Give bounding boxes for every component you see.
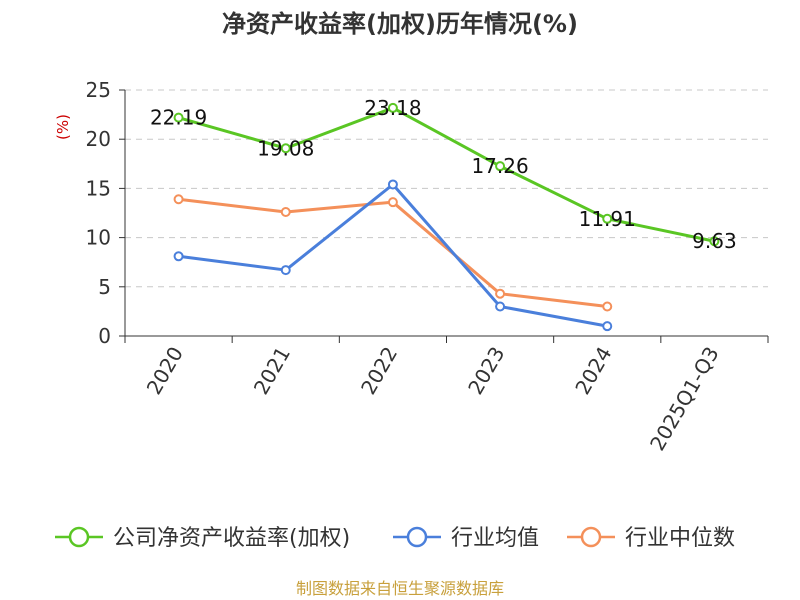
series-0-point-3: [495, 161, 506, 172]
legend-label-2: 行业中位数: [625, 526, 735, 551]
series-1-point-2: [387, 179, 398, 190]
series-2-point-2: [387, 197, 398, 208]
series-0-point-0: [173, 112, 184, 123]
legend-item-0: 公司净资产收益率(加权): [55, 526, 350, 551]
x-tick-label-2021: 2021: [249, 343, 295, 399]
series-2-point-3: [495, 288, 506, 299]
source-note: 制图数据来自恒生聚源数据库: [296, 579, 504, 598]
series-1: [173, 179, 613, 332]
series-0-line: [178, 106, 715, 243]
y-tick-label-20: 20: [86, 127, 111, 151]
y-axis-label: (%): [54, 114, 72, 140]
data-label-4: 11.91: [579, 207, 636, 231]
series-group: 22.19 19.08 23.18 17.26 11.91 9.63: [150, 96, 737, 332]
x-tick-label-2022: 2022: [356, 343, 402, 399]
y-tick-label-25: 25: [86, 78, 111, 102]
y-tick-label-10: 10: [86, 226, 111, 250]
series-2: [173, 194, 613, 312]
series-0-point-2: [387, 102, 398, 113]
grid-lines: [125, 89, 768, 288]
series-1-point-1: [280, 265, 291, 276]
legend-swatch-marker-1: [406, 526, 428, 548]
data-label-5: 9.63: [692, 229, 737, 253]
x-tick-label-2023: 2023: [463, 343, 509, 399]
legend-label-0: 公司净资产收益率(加权): [113, 526, 350, 551]
series-2-point-0: [173, 194, 184, 205]
data-label-0: 22.19: [150, 106, 207, 130]
legend-item-2: 行业中位数: [567, 526, 735, 551]
series-2-point-4: [602, 301, 613, 312]
series-0-point-4: [602, 213, 613, 224]
x-tick-labels: 2020 2021 2022 2023 2024 2025Q1-Q3: [142, 343, 724, 455]
x-tick-label-2025Q1-Q3: 2025Q1-Q3: [645, 343, 724, 455]
series-0: 22.19 19.08 23.18 17.26 11.91 9.63: [150, 96, 737, 253]
x-tick-label-2024: 2024: [570, 343, 616, 399]
series-2-point-1: [280, 207, 291, 218]
data-label-1: 19.08: [257, 136, 314, 160]
series-1-point-0: [173, 251, 184, 262]
series-1-point-3: [495, 301, 506, 312]
y-tick-label-5: 5: [98, 275, 111, 299]
x-tick-label-2020: 2020: [142, 343, 188, 399]
axes: [119, 89, 769, 343]
data-label-3: 17.26: [471, 154, 528, 178]
series-2-line: [178, 197, 608, 308]
series-1-point-4: [602, 321, 613, 332]
y-tick-label-0: 0: [98, 324, 111, 348]
series-0-point-5: [709, 236, 720, 247]
y-tick-label-15: 15: [86, 176, 111, 200]
data-label-2: 23.18: [364, 96, 421, 120]
legend-label-1: 行业均值: [451, 526, 539, 551]
legend-swatch-marker-0: [68, 526, 90, 548]
legend-swatch-marker-2: [580, 526, 602, 548]
legend-item-1: 行业均值: [393, 526, 539, 551]
legend: 公司净资产收益率(加权) 行业均值 行业中位数: [55, 526, 735, 551]
series-0-point-1: [280, 143, 291, 154]
chart-title: 净资产收益率(加权)历年情况(%): [222, 10, 578, 38]
y-tick-labels: 0 5 10 15 20 25: [86, 78, 111, 348]
